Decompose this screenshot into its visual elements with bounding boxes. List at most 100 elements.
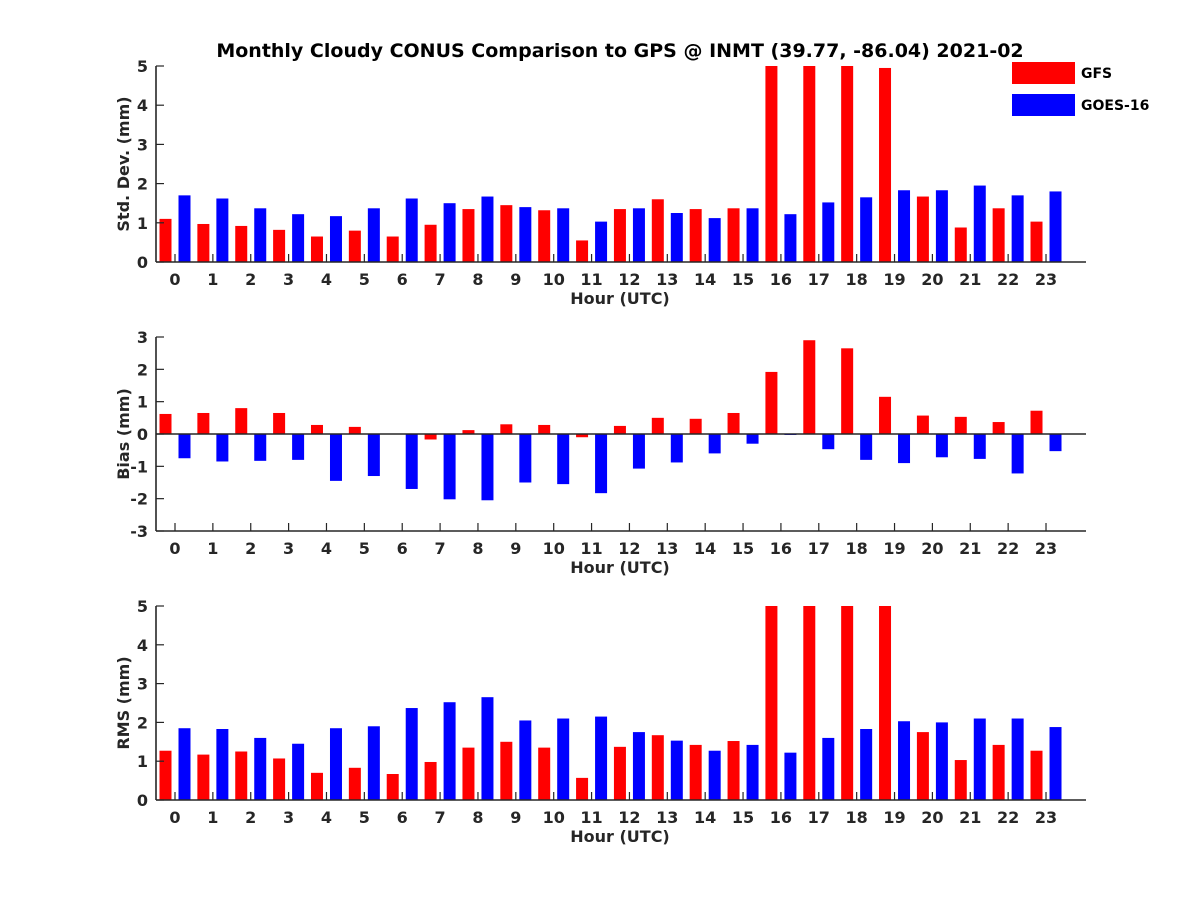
- bar-goes-16-hour-14: [708, 750, 721, 800]
- y-axis-label: Std. Dev. (mm): [114, 96, 133, 231]
- legend-label-goes-16: GOES-16: [1081, 98, 1149, 114]
- bar-goes-16-hour-1: [216, 729, 229, 800]
- x-tick-label: 15: [732, 808, 754, 827]
- bar-goes-16-hour-0: [178, 728, 191, 800]
- x-tick-label: 15: [732, 539, 754, 558]
- y-tick-label: 5: [137, 597, 148, 616]
- bar-gfs-hour-2: [235, 751, 248, 800]
- bar-gfs-hour-15: [727, 741, 740, 800]
- bar-gfs-hour-9: [500, 205, 513, 262]
- bar-gfs-hour-0: [159, 750, 172, 800]
- bar-gfs-hour-7: [424, 434, 437, 440]
- bar-gfs-hour-11: [576, 434, 589, 438]
- bar-gfs-hour-18: [841, 348, 854, 434]
- bar-goes-16-hour-0: [178, 195, 191, 262]
- x-tick-label: 6: [397, 270, 408, 289]
- bar-goes-16-hour-9: [519, 434, 532, 483]
- bar-gfs-hour-21: [954, 416, 967, 434]
- bar-goes-16-hour-14: [708, 218, 721, 262]
- bar-gfs-hour-3: [273, 758, 286, 800]
- x-tick-label: 13: [656, 808, 678, 827]
- x-tick-label: 4: [321, 539, 332, 558]
- bar-gfs-hour-11: [576, 777, 589, 800]
- x-tick-label: 14: [694, 270, 716, 289]
- bar-gfs-hour-7: [424, 224, 437, 262]
- bar-goes-16-hour-16: [784, 214, 797, 262]
- bar-gfs-hour-21: [954, 760, 967, 800]
- x-tick-label: 14: [694, 539, 716, 558]
- bar-goes-16-hour-11: [595, 434, 608, 494]
- bar-gfs-hour-12: [613, 425, 626, 434]
- x-tick-label: 9: [510, 808, 521, 827]
- bar-goes-16-hour-1: [216, 198, 229, 262]
- bar-goes-16-hour-22: [1011, 434, 1024, 474]
- bar-gfs-hour-13: [651, 417, 664, 434]
- x-tick-label: 22: [997, 808, 1019, 827]
- y-tick-label: 3: [137, 135, 148, 154]
- bar-goes-16-hour-11: [595, 221, 608, 262]
- bar-goes-16-hour-19: [898, 721, 911, 800]
- x-tick-label: 0: [169, 808, 180, 827]
- bar-gfs-hour-1: [197, 223, 210, 262]
- x-tick-label: 20: [921, 539, 943, 558]
- bar-gfs-hour-19: [879, 606, 892, 800]
- legend-swatch-goes-16: [1012, 94, 1075, 116]
- bar-gfs-hour-17: [803, 66, 816, 262]
- bar-gfs-hour-13: [651, 199, 664, 262]
- bar-gfs-hour-19: [879, 396, 892, 434]
- bar-gfs-hour-22: [992, 744, 1005, 800]
- bar-goes-16-hour-23: [1049, 191, 1062, 262]
- bar-goes-16-hour-10: [557, 434, 570, 485]
- y-tick-label: -2: [130, 490, 148, 509]
- bar-goes-16-hour-4: [329, 216, 342, 262]
- x-tick-label: 11: [580, 808, 602, 827]
- bar-gfs-hour-17: [803, 340, 816, 434]
- x-tick-label: 10: [543, 270, 565, 289]
- bar-gfs-hour-20: [916, 732, 929, 800]
- y-tick-label: 0: [137, 425, 148, 444]
- bar-gfs-hour-15: [727, 412, 740, 434]
- x-tick-label: 2: [245, 270, 256, 289]
- x-axis-label: Hour (UTC): [570, 558, 670, 577]
- bar-goes-16-hour-12: [632, 434, 645, 469]
- bar-goes-16-hour-8: [481, 434, 494, 501]
- bar-gfs-hour-18: [841, 606, 854, 800]
- y-tick-label: 4: [137, 96, 148, 115]
- bar-goes-16-hour-17: [822, 737, 835, 800]
- bar-goes-16-hour-19: [898, 190, 911, 262]
- bar-goes-16-hour-13: [670, 434, 683, 463]
- legend-label-gfs: GFS: [1081, 66, 1112, 82]
- bar-gfs-hour-16: [765, 606, 778, 800]
- bar-gfs-hour-20: [916, 415, 929, 434]
- bar-gfs-hour-7: [424, 761, 437, 800]
- bar-gfs-hour-22: [992, 208, 1005, 262]
- x-tick-label: 5: [359, 539, 370, 558]
- x-tick-label: 18: [846, 539, 868, 558]
- y-tick-label: 2: [137, 360, 148, 379]
- bar-gfs-hour-17: [803, 606, 816, 800]
- bar-gfs-hour-3: [273, 412, 286, 434]
- x-tick-label: 19: [883, 270, 905, 289]
- x-tick-label: 11: [580, 270, 602, 289]
- bar-goes-16-hour-7: [443, 203, 456, 262]
- bar-goes-16-hour-20: [935, 190, 948, 262]
- x-tick-label: 18: [846, 270, 868, 289]
- bar-goes-16-hour-2: [254, 434, 267, 461]
- bar-gfs-hour-0: [159, 413, 172, 434]
- bar-goes-16-hour-3: [292, 434, 305, 460]
- x-tick-label: 12: [618, 808, 640, 827]
- x-tick-label: 7: [435, 539, 446, 558]
- y-tick-label: 5: [137, 57, 148, 76]
- bar-gfs-hour-4: [310, 772, 323, 800]
- bar-gfs-hour-9: [500, 424, 513, 434]
- x-tick-label: 13: [656, 270, 678, 289]
- bar-goes-16-hour-11: [595, 716, 608, 800]
- bar-gfs-hour-15: [727, 208, 740, 262]
- x-tick-label: 12: [618, 539, 640, 558]
- bar-gfs-hour-6: [386, 236, 399, 262]
- x-tick-label: 0: [169, 539, 180, 558]
